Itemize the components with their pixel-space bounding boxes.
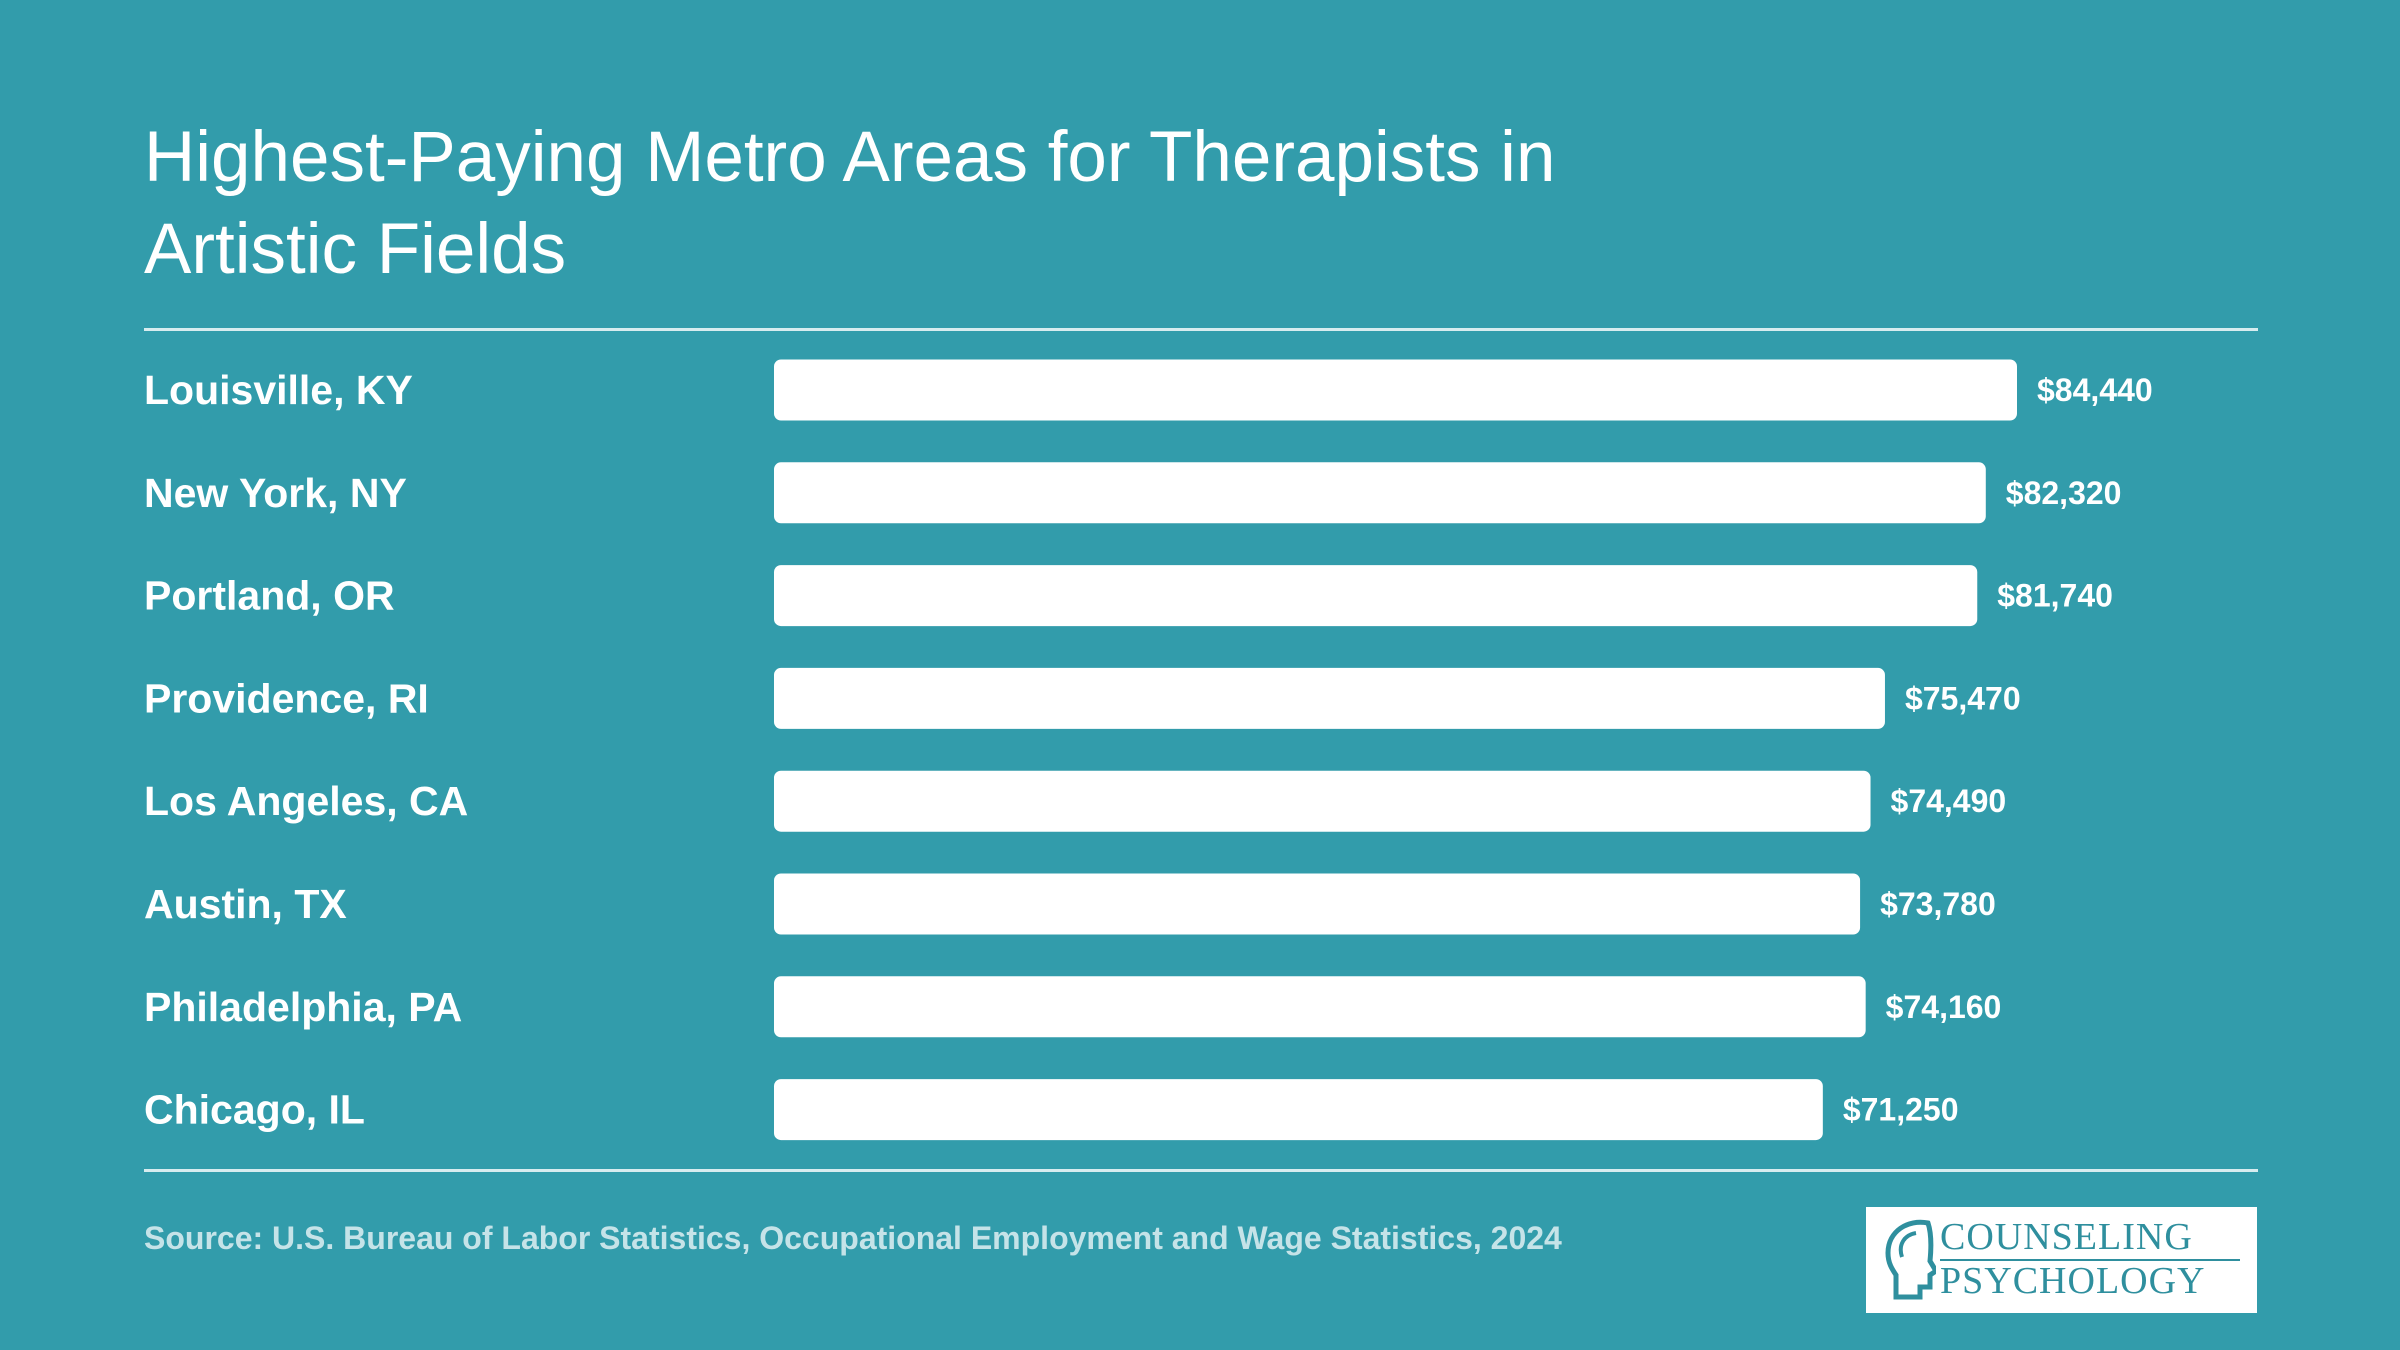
value-label: $74,490 <box>1891 783 2007 819</box>
bar <box>774 565 1978 627</box>
bottom-divider <box>144 1169 2258 1172</box>
bar <box>774 873 1861 935</box>
bar <box>774 462 1986 524</box>
logo-divider <box>1940 1259 2240 1261</box>
value-label: $82,320 <box>2006 475 2122 511</box>
logo-text-line2: PSYCHOLOGY <box>1940 1260 2206 1302</box>
value-label: $73,780 <box>1880 886 1996 922</box>
source-note: Source: U.S. Bureau of Labor Statistics,… <box>144 1220 1562 1256</box>
category-label: Portland, OR <box>144 573 395 619</box>
top-divider <box>144 328 2258 331</box>
logo-text-line1: COUNSELING <box>1940 1216 2193 1258</box>
value-label: $71,250 <box>1843 1092 1959 1128</box>
category-label: Philadelphia, PA <box>144 984 462 1030</box>
category-label: New York, NY <box>144 470 407 516</box>
value-label: $81,740 <box>1997 578 2113 614</box>
chart-title: Highest-Paying Metro Areas for Therapist… <box>144 118 1556 289</box>
category-label: Providence, RI <box>144 675 429 721</box>
value-label: $74,160 <box>1886 989 2002 1025</box>
bar <box>774 976 1866 1038</box>
value-label: $84,440 <box>2037 372 2153 408</box>
category-label: Los Angeles, CA <box>144 778 468 824</box>
category-label: Chicago, IL <box>144 1087 365 1133</box>
category-label: Louisville, KY <box>144 367 413 413</box>
counseling-psychology-logo: COUNSELING PSYCHOLOGY <box>1866 1207 2257 1313</box>
bar <box>774 359 2017 421</box>
head-profile-icon <box>1885 1219 1936 1300</box>
bar <box>774 1079 1823 1141</box>
category-label: Austin, TX <box>144 881 347 927</box>
bar <box>774 667 1885 729</box>
bar <box>774 770 1871 832</box>
value-label: $75,470 <box>1905 680 2021 716</box>
